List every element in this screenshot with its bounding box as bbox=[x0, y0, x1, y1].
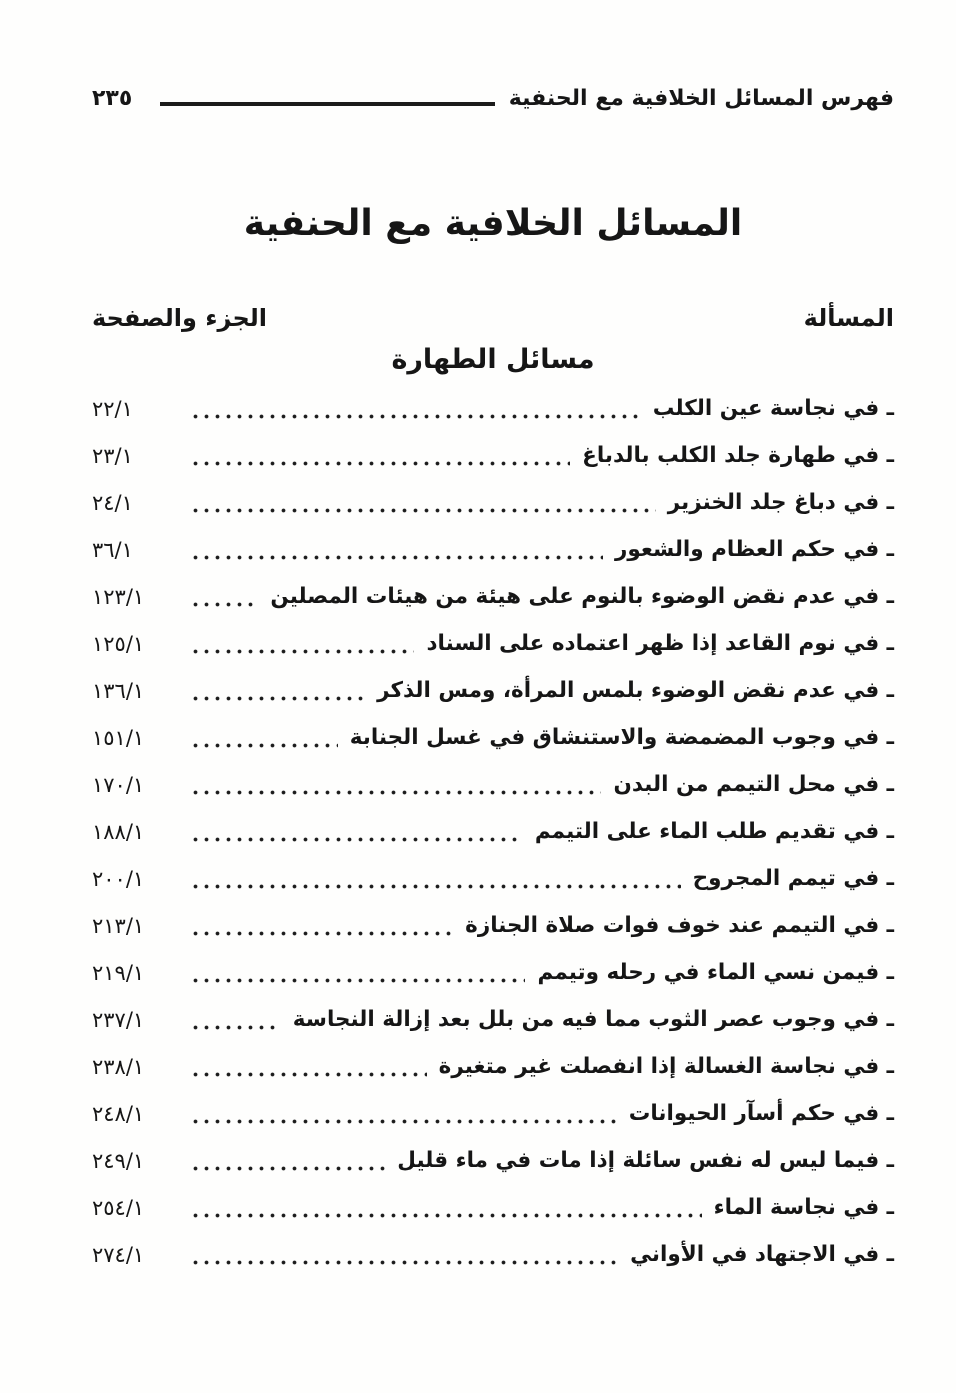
toc-entry: ـ في محل التيمم من البدن ١٧٠/١ bbox=[92, 761, 894, 808]
entry-label: ـ في وجوب المضمضة والاستنشاق في غسل الجن… bbox=[349, 725, 894, 750]
entry-ref: ١٨٨/١ bbox=[92, 819, 145, 844]
column-caption-issue: المسألة bbox=[803, 304, 894, 332]
toc-entry: ـ في طهارة جلد الكلب بالدباغ ٢٣/١ bbox=[92, 432, 894, 479]
toc-entry: ـ في التيمم عند خوف فوات صلاة الجنازة ٢١… bbox=[92, 902, 894, 949]
entry-ref: ١٧٠/١ bbox=[92, 772, 145, 797]
dot-leader bbox=[190, 432, 571, 479]
toc-entry: ـ في تقديم طلب الماء على التيمم ١٨٨/١ bbox=[92, 808, 894, 855]
dot-leader bbox=[190, 1137, 386, 1184]
dot-leader bbox=[190, 761, 602, 808]
dot-leader bbox=[190, 714, 338, 761]
entry-ref: ٢٣/١ bbox=[92, 443, 133, 468]
toc-entry: ـ في نوم القاعد إذا ظهر اعتماده على السن… bbox=[92, 620, 894, 667]
section-heading: مسائل الطهارة bbox=[391, 344, 595, 375]
column-captions: المسألة الجزء والصفحة bbox=[92, 304, 894, 332]
toc-entry: ـ فيما ليس له نفس سائلة إذا مات في ماء ق… bbox=[92, 1137, 894, 1184]
toc-entry: ـ في الاجتهاد في الأواني ٢٧٤/١ bbox=[92, 1231, 894, 1278]
dot-leader bbox=[190, 667, 366, 714]
toc-entries: ـ في نجاسة عين الكلب ٢٢/١ ـ في طهارة جلد… bbox=[92, 385, 894, 1278]
dot-leader bbox=[190, 1043, 427, 1090]
entry-ref: ٢٥٤/١ bbox=[92, 1195, 145, 1220]
entry-label: ـ في نوم القاعد إذا ظهر اعتماده على السن… bbox=[426, 631, 894, 656]
entry-label: ـ في محل التيمم من البدن bbox=[613, 772, 894, 797]
entry-label: ـ في دباغ جلد الخنزير bbox=[667, 490, 894, 515]
toc-entry: ـ في عدم نقض الوضوء بلمس المرأة، ومس الذ… bbox=[92, 667, 894, 714]
entry-ref: ٢٧٤/١ bbox=[92, 1242, 145, 1267]
toc-entry: ـ في حكم أسآر الحيوانات ٢٤٨/١ bbox=[92, 1090, 894, 1137]
dot-leader bbox=[190, 1231, 619, 1278]
dot-leader bbox=[190, 808, 523, 855]
toc-entry: ـ في نجاسة الماء ٢٥٤/١ bbox=[92, 1184, 894, 1231]
entry-label: ـ في عدم نقض الوضوء بلمس المرأة، ومس الذ… bbox=[377, 678, 894, 703]
running-header-title: فهرس المسائل الخلافية مع الحنفية bbox=[508, 86, 894, 111]
entry-label: ـ في حكم العظام والشعور bbox=[614, 537, 894, 562]
entry-ref: ٢٣٨/١ bbox=[92, 1054, 145, 1079]
entry-label: ـ في عدم نقض الوضوء بالنوم على هيئة من ه… bbox=[270, 584, 894, 609]
toc-entry: ـ في عدم نقض الوضوء بالنوم على هيئة من ه… bbox=[92, 573, 894, 620]
entry-ref: ٢٣٧/١ bbox=[92, 1007, 145, 1032]
entry-ref: ٢٢/١ bbox=[92, 396, 133, 421]
entry-ref: ٢٤/١ bbox=[92, 490, 133, 515]
entry-ref: ٣٦/١ bbox=[92, 537, 133, 562]
toc-entry: ـ في وجوب المضمضة والاستنشاق في غسل الجن… bbox=[92, 714, 894, 761]
entry-label: ـ في الاجتهاد في الأواني bbox=[630, 1242, 894, 1267]
entry-ref: ١٢٣/١ bbox=[92, 584, 145, 609]
entry-ref: ١٣٦/١ bbox=[92, 678, 145, 703]
entry-label: ـ في تقديم طلب الماء على التيمم bbox=[534, 819, 894, 844]
entry-label: ـ في نجاسة الماء bbox=[713, 1195, 894, 1220]
page-title: المسائل الخلافية مع الحنفية bbox=[243, 203, 743, 244]
entry-label: ـ في طهارة جلد الكلب بالدباغ bbox=[582, 443, 894, 468]
entry-ref: ٢١٣/١ bbox=[92, 913, 145, 938]
dot-leader bbox=[190, 620, 415, 667]
entry-ref: ٢١٩/١ bbox=[92, 960, 145, 985]
entry-label: ـ في نجاسة عين الكلب bbox=[652, 396, 894, 421]
dot-leader bbox=[190, 385, 641, 432]
column-caption-volume-page: الجزء والصفحة bbox=[92, 304, 268, 332]
entry-label: ـ في حكم أسآر الحيوانات bbox=[628, 1101, 894, 1126]
entry-ref: ١٥١/١ bbox=[92, 725, 145, 750]
running-header: فهرس المسائل الخلافية مع الحنفية ٢٣٥ bbox=[92, 86, 894, 111]
dot-leader bbox=[190, 1184, 702, 1231]
entry-label: ـ في التيمم عند خوف فوات صلاة الجنازة bbox=[465, 913, 894, 938]
entry-ref: ٢٤٨/١ bbox=[92, 1101, 145, 1126]
entry-label: ـ في نجاسة الغسالة إذا انفصلت غير متغيرة bbox=[438, 1054, 894, 1079]
dot-leader bbox=[190, 479, 656, 526]
entry-ref: ٢٠٠/١ bbox=[92, 866, 145, 891]
toc-entry: ـ في حكم العظام والشعور ٣٦/١ bbox=[92, 526, 894, 573]
dot-leader bbox=[190, 996, 281, 1043]
dot-leader bbox=[190, 949, 526, 996]
entry-label: ـ فيمن نسي الماء في رحله وتيمم bbox=[537, 960, 894, 985]
dot-leader bbox=[190, 855, 681, 902]
toc-entry: ـ فيمن نسي الماء في رحله وتيمم ٢١٩/١ bbox=[92, 949, 894, 996]
dot-leader bbox=[190, 526, 603, 573]
toc-entry: ـ في نجاسة الغسالة إذا انفصلت غير متغيرة… bbox=[92, 1043, 894, 1090]
header-rule-line bbox=[160, 101, 495, 106]
toc-entry: ـ في وجوب عصر الثوب مما فيه من بلل بعد إ… bbox=[92, 996, 894, 1043]
entry-label: ـ في وجوب عصر الثوب مما فيه من بلل بعد إ… bbox=[292, 1007, 894, 1032]
page-number: ٢٣٥ bbox=[92, 86, 133, 111]
dot-leader bbox=[190, 573, 259, 620]
toc-entry: ـ في نجاسة عين الكلب ٢٢/١ bbox=[92, 385, 894, 432]
entry-ref: ١٢٥/١ bbox=[92, 631, 145, 656]
entry-label: ـ فيما ليس له نفس سائلة إذا مات في ماء ق… bbox=[397, 1148, 894, 1173]
toc-entry: ـ في تيمم المجروح ٢٠٠/١ bbox=[92, 855, 894, 902]
dot-leader bbox=[190, 902, 454, 949]
entry-ref: ٢٤٩/١ bbox=[92, 1148, 145, 1173]
entry-label: ـ في تيمم المجروح bbox=[692, 866, 894, 891]
toc-entry: ـ في دباغ جلد الخنزير ٢٤/١ bbox=[92, 479, 894, 526]
dot-leader bbox=[190, 1090, 617, 1137]
